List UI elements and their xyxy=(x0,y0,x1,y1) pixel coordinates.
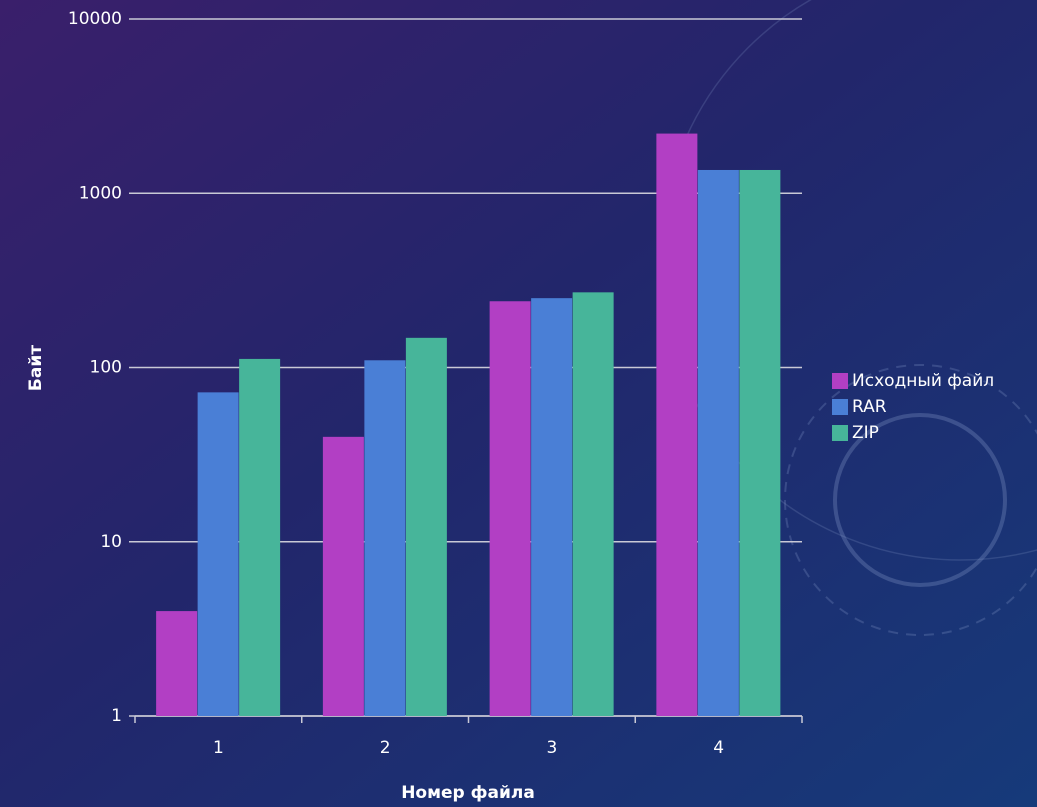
decoration xyxy=(784,364,1037,636)
x-tick-label: 1 xyxy=(213,738,224,758)
x-tick-label: 2 xyxy=(380,738,391,758)
bar xyxy=(531,298,573,716)
bar xyxy=(739,169,781,717)
y-tick-label: 10000 xyxy=(68,9,122,29)
legend-swatch xyxy=(832,373,848,389)
legend-label: ZIP xyxy=(852,423,879,443)
y-tick-label: 10 xyxy=(100,532,122,552)
legend-label: Исходный файл xyxy=(852,371,994,391)
legend-label: RAR xyxy=(852,397,887,417)
bar xyxy=(405,337,447,716)
x-tick-label: 4 xyxy=(713,738,724,758)
x-axis-label: Номер файла xyxy=(401,783,535,803)
bar xyxy=(239,358,281,716)
decoration xyxy=(833,413,1007,587)
bar xyxy=(489,301,531,716)
bar xyxy=(156,611,198,716)
bar xyxy=(697,169,739,717)
bar xyxy=(364,360,406,716)
bar xyxy=(656,133,698,716)
y-tick-label: 1 xyxy=(111,706,122,726)
bar xyxy=(322,436,364,716)
y-tick-label: 1000 xyxy=(79,183,122,203)
bar xyxy=(572,292,614,716)
legend-swatch xyxy=(832,425,848,441)
x-tick-label: 3 xyxy=(546,738,557,758)
legend-swatch xyxy=(832,399,848,415)
y-axis-label: Байт xyxy=(26,345,46,391)
bar xyxy=(197,392,239,716)
y-tick-label: 100 xyxy=(90,358,122,378)
